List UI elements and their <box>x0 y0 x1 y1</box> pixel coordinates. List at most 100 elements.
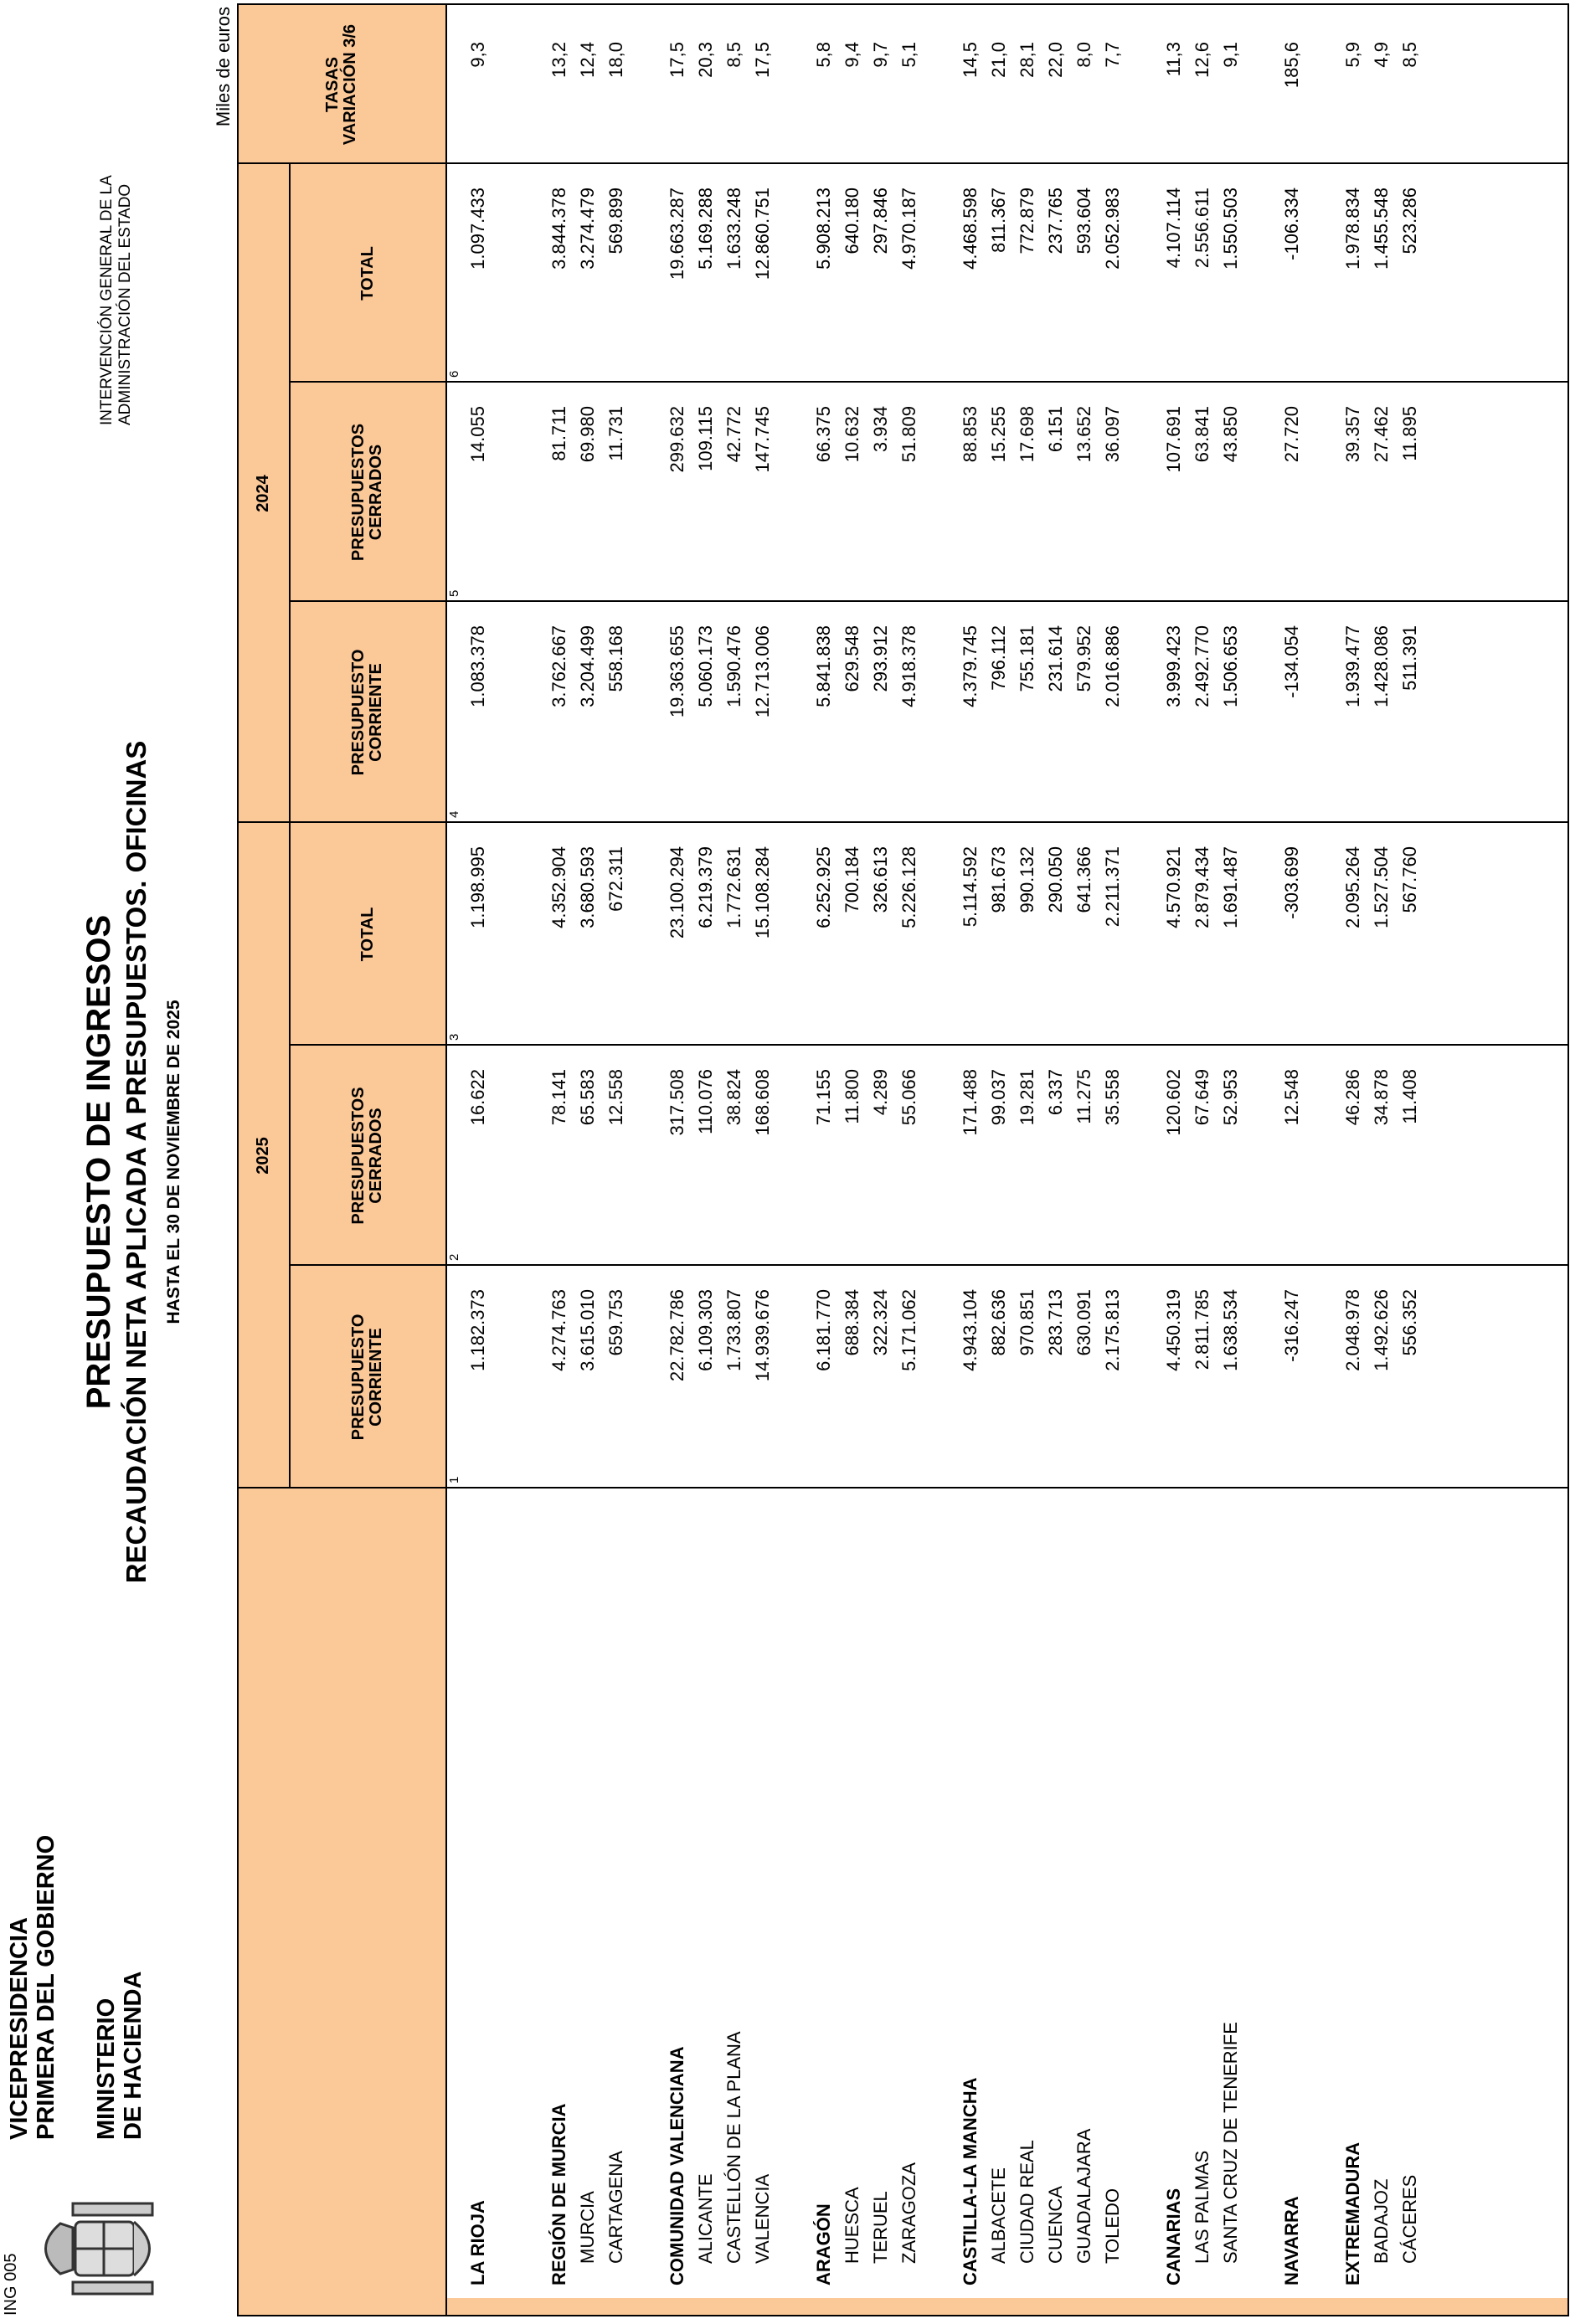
cell-value: 558.168 <box>605 625 626 692</box>
cell-value: 1.638.534 <box>1220 1289 1241 1371</box>
cell-value: 4.352.904 <box>548 846 569 928</box>
cell-value: 5,1 <box>898 42 919 68</box>
cell-value: 15.108.284 <box>752 846 773 939</box>
office-label: CIUDAD REAL <box>1017 2140 1037 2264</box>
cell-value: 6.109.303 <box>695 1289 716 1371</box>
group-label: REGIÓN DE MURCIA <box>548 2103 569 2285</box>
cell-value: 1.590.476 <box>723 625 744 707</box>
cell-value: 12.713.006 <box>752 625 773 718</box>
cell-value: 28,1 <box>1017 42 1037 78</box>
cell-value: 556.352 <box>1399 1289 1420 1356</box>
group-label: ARAGÓN <box>813 2203 834 2285</box>
office-label: BADAJOZ <box>1371 2178 1392 2264</box>
cell-value: 21,0 <box>988 42 1009 78</box>
table-border <box>445 3 447 2316</box>
cell-value: 46.286 <box>1342 1069 1363 1126</box>
column-header: PRESUPUESTO CORRIENTE <box>349 1314 385 1441</box>
cell-value: 22.782.786 <box>667 1289 687 1382</box>
cell-value: 110.076 <box>695 1069 716 1134</box>
cell-value: 36.097 <box>1102 406 1123 463</box>
cell-value: 71.155 <box>813 1069 834 1126</box>
cell-value: 3.615.010 <box>577 1289 598 1371</box>
cell-value: 185,6 <box>1281 42 1302 89</box>
cell-value: 14.055 <box>467 406 488 463</box>
cell-value: 42.772 <box>723 406 744 463</box>
cell-value: 38.824 <box>723 1069 744 1126</box>
cell-value: 1.097.433 <box>467 188 488 270</box>
cell-value: 593.604 <box>1073 188 1094 255</box>
cell-value: 5,9 <box>1342 42 1363 68</box>
cell-value: 9,4 <box>842 42 862 68</box>
cell-value: 796.112 <box>988 625 1009 691</box>
cell-value: 2.811.785 <box>1192 1289 1212 1370</box>
cell-value: 27.462 <box>1371 406 1392 463</box>
office-label: SANTA CRUZ DE TENERIFE <box>1220 2022 1241 2264</box>
cell-value: 6.181.770 <box>813 1289 834 1371</box>
cell-value: 882.636 <box>988 1289 1009 1356</box>
cell-value: 55.066 <box>898 1069 919 1126</box>
cell-value: 43.850 <box>1220 406 1241 463</box>
cell-value: 700.184 <box>842 846 862 913</box>
cell-value: 88.853 <box>960 406 981 463</box>
cell-value: 1.455.548 <box>1371 188 1392 270</box>
cell-value: 1.550.503 <box>1220 188 1241 270</box>
cell-value: 5.169.288 <box>695 188 716 270</box>
cell-value: 1.978.834 <box>1342 188 1363 270</box>
cell-value: 171.488 <box>960 1069 981 1136</box>
cell-value: 1.428.086 <box>1371 625 1392 707</box>
cell-value: 11.895 <box>1399 406 1420 461</box>
cell-value: 4.379.745 <box>960 625 981 707</box>
cell-value: 1.939.477 <box>1342 625 1363 707</box>
office-label: LAS PALMAS <box>1192 2150 1212 2264</box>
group-label: EXTREMADURA <box>1342 2141 1363 2285</box>
cell-value: 1.733.807 <box>723 1289 744 1371</box>
cell-value: 9,1 <box>1220 42 1241 68</box>
group-label: COMUNIDAD VALENCIANA <box>667 2046 687 2285</box>
cell-value: 63.841 <box>1192 406 1212 463</box>
cell-value: 4.468.598 <box>960 188 981 270</box>
cell-value: 2.016.886 <box>1102 625 1123 707</box>
column-header: PRESUPUESTO CORRIENTE <box>349 649 385 776</box>
cell-value: 326.613 <box>870 846 891 913</box>
cell-value: 511.391 <box>1399 625 1420 691</box>
cell-value: -106.334 <box>1281 188 1302 260</box>
cell-value: 755.181 <box>1017 625 1037 692</box>
cell-value: 5.171.062 <box>898 1289 919 1371</box>
cell-value: 13.652 <box>1073 406 1094 463</box>
cell-value: 35.558 <box>1102 1069 1123 1126</box>
cell-value: 81.711 <box>548 406 569 461</box>
cell-value: 3.274.479 <box>577 188 598 270</box>
cell-value: 20,3 <box>695 42 716 78</box>
office-label: GUADALAJARA <box>1073 2128 1094 2264</box>
year-header: 2025 <box>254 1137 272 1175</box>
cell-value: 23.100.294 <box>667 846 687 939</box>
cell-value: 11,3 <box>1163 42 1184 77</box>
office-label: CUENCA <box>1045 2186 1066 2264</box>
cell-value: 4.274.763 <box>548 1289 569 1371</box>
cell-value: 640.180 <box>842 188 862 255</box>
cell-value: 293.912 <box>870 625 891 692</box>
cell-value: 8,0 <box>1073 42 1094 68</box>
column-number: 3 <box>447 1033 461 1041</box>
cell-value: 27.720 <box>1281 406 1302 463</box>
cell-value: 8,5 <box>1399 42 1420 68</box>
cell-value: 7,7 <box>1102 42 1123 68</box>
cell-value: 15.255 <box>988 406 1009 463</box>
cell-value: 3.762.667 <box>548 625 569 707</box>
cell-value: 5.841.838 <box>813 625 834 707</box>
cell-value: 168.608 <box>752 1069 773 1136</box>
cell-value: 3.999.423 <box>1163 625 1184 707</box>
column-number: 5 <box>447 589 461 597</box>
column-number: 4 <box>447 810 461 818</box>
cell-value: 1.772.631 <box>723 846 744 928</box>
cell-value: 990.132 <box>1017 846 1037 913</box>
cell-value: 299.632 <box>667 406 687 473</box>
cell-value: 4.289 <box>870 1069 891 1116</box>
office-label: CASTELLÓN DE LA PLANA <box>723 2031 744 2264</box>
cell-value: 5.908.213 <box>813 188 834 270</box>
cell-value: 4.918.378 <box>898 625 919 707</box>
office-label: CARTAGENA <box>605 2151 626 2264</box>
cell-value: -303.699 <box>1281 846 1302 919</box>
cell-value: 13,2 <box>548 42 569 78</box>
